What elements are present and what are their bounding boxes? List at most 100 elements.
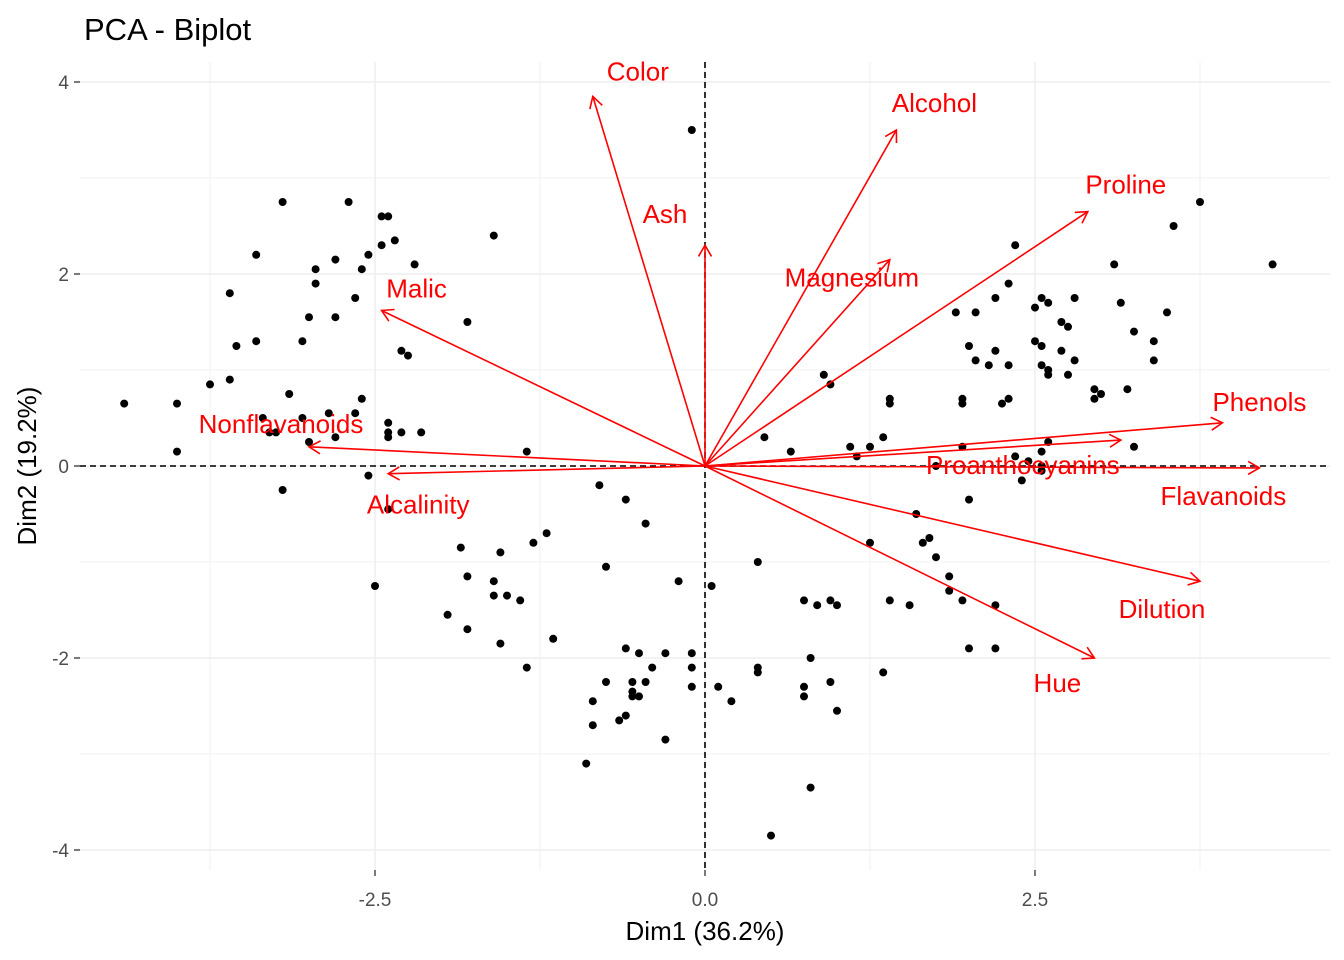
data-point bbox=[800, 692, 808, 701]
arrow-magnesium bbox=[704, 259, 891, 467]
data-point bbox=[1044, 298, 1053, 307]
data-point bbox=[588, 721, 597, 730]
data-point bbox=[265, 428, 274, 437]
data-point bbox=[687, 649, 696, 658]
data-point bbox=[278, 198, 287, 206]
label-magnesium: Magnesium bbox=[785, 263, 919, 293]
data-point bbox=[549, 634, 558, 643]
arrowhead-phenols bbox=[1210, 416, 1225, 431]
data-point bbox=[305, 313, 313, 322]
data-point bbox=[496, 639, 505, 648]
data-point bbox=[1037, 342, 1046, 350]
data-point bbox=[1024, 457, 1033, 466]
data-point bbox=[674, 577, 683, 586]
data-point bbox=[397, 428, 406, 437]
data-point bbox=[621, 711, 630, 720]
data-point bbox=[1057, 346, 1066, 355]
data-point bbox=[225, 375, 234, 384]
data-point bbox=[925, 534, 934, 542]
y-axis-ticks: -4 -2 0 2 4 bbox=[52, 73, 80, 862]
data-point bbox=[173, 399, 181, 408]
label-proanthocyanins: Proanthocyanins bbox=[926, 450, 1120, 480]
arrowhead-proanthocyanins bbox=[1108, 433, 1123, 448]
data-point bbox=[384, 418, 393, 427]
arrowhead-nonflavanoids bbox=[307, 440, 321, 455]
data-point bbox=[1011, 452, 1020, 461]
arrow-proline bbox=[704, 210, 1089, 467]
arrow-hue bbox=[704, 465, 1095, 659]
data-point bbox=[516, 596, 525, 605]
data-point bbox=[377, 212, 386, 221]
data-point bbox=[298, 414, 307, 422]
data-point bbox=[826, 380, 835, 389]
data-point bbox=[753, 663, 762, 672]
data-point bbox=[1017, 476, 1026, 485]
data-point bbox=[489, 577, 498, 586]
data-point bbox=[945, 572, 954, 581]
data-point bbox=[206, 380, 214, 389]
data-point bbox=[384, 505, 393, 514]
data-point bbox=[377, 241, 386, 250]
data-point bbox=[991, 601, 1000, 610]
data-point bbox=[1037, 294, 1046, 302]
data-point bbox=[800, 596, 808, 605]
data-point bbox=[324, 409, 333, 418]
data-point bbox=[984, 361, 993, 370]
data-point bbox=[879, 433, 888, 442]
data-point bbox=[833, 706, 841, 715]
y-axis-title: Dim2 (19.2%) bbox=[12, 387, 42, 546]
individuals-points bbox=[120, 126, 1277, 840]
arrowhead-alcohol bbox=[884, 128, 898, 144]
data-point bbox=[1044, 370, 1053, 379]
arrowhead-dilution bbox=[1187, 571, 1202, 586]
data-point bbox=[602, 678, 610, 686]
arrow-flavanoids bbox=[704, 465, 1260, 469]
label-proline: Proline bbox=[1085, 170, 1166, 200]
data-point bbox=[648, 663, 657, 672]
data-point bbox=[595, 481, 604, 490]
data-point bbox=[344, 198, 353, 206]
arrow-nonflavanoids bbox=[308, 446, 706, 467]
data-point bbox=[661, 735, 670, 744]
data-point bbox=[753, 558, 762, 566]
arrowhead-flavanoids bbox=[1247, 460, 1262, 476]
label-ash: Ash bbox=[643, 199, 688, 229]
data-point bbox=[272, 428, 280, 437]
data-point bbox=[1037, 447, 1046, 456]
data-point bbox=[971, 356, 980, 365]
data-point bbox=[1004, 394, 1013, 403]
arrow-dilution bbox=[704, 465, 1201, 582]
data-point bbox=[846, 442, 855, 451]
data-point bbox=[1004, 361, 1013, 370]
y-tick-label: 2 bbox=[58, 265, 69, 286]
arrowhead-ash bbox=[697, 243, 713, 257]
data-point bbox=[357, 265, 366, 274]
data-point bbox=[635, 692, 643, 701]
data-point bbox=[371, 582, 379, 590]
data-point bbox=[522, 663, 531, 672]
data-point bbox=[866, 442, 874, 451]
label-nonflavanoids: Nonflavanoids bbox=[199, 409, 364, 439]
data-point bbox=[918, 538, 927, 547]
data-point bbox=[588, 697, 597, 706]
data-point bbox=[826, 678, 835, 686]
label-hue: Hue bbox=[1034, 668, 1082, 698]
data-point bbox=[1196, 198, 1204, 206]
data-point bbox=[364, 471, 373, 480]
data-point bbox=[951, 308, 960, 317]
data-point bbox=[1116, 298, 1125, 307]
data-point bbox=[305, 438, 313, 446]
data-point bbox=[120, 399, 129, 408]
y-tick-label: 4 bbox=[58, 73, 69, 94]
arrow-phenols bbox=[704, 422, 1223, 467]
data-point bbox=[800, 682, 808, 691]
data-point bbox=[1123, 385, 1132, 394]
data-point bbox=[351, 294, 360, 302]
data-point bbox=[1064, 322, 1072, 331]
chart-title: PCA - Biplot bbox=[84, 12, 252, 47]
arrowhead-color bbox=[589, 94, 603, 110]
data-point bbox=[628, 692, 637, 701]
data-point bbox=[463, 572, 472, 581]
data-point bbox=[628, 678, 637, 686]
